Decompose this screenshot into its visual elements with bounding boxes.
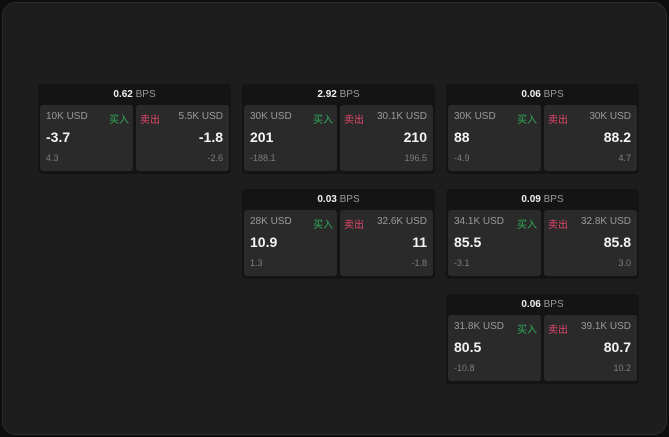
sell-size: 39.1K USD (580, 321, 631, 332)
sell-button[interactable]: 卖出 30K USD 88.2 4.7 (544, 105, 637, 171)
sell-button[interactable]: 卖出 32.8K USD 85.8 3.0 (544, 210, 637, 276)
buy-price: 85.5 (454, 234, 482, 250)
sell-change: 4.7 (618, 153, 631, 163)
sell-change: -2.6 (207, 153, 223, 163)
sell-label: 卖出 (140, 115, 160, 126)
buy-label: 买入 (313, 220, 333, 231)
sell-change: 10.2 (613, 363, 631, 373)
spread-unit: BPS (135, 89, 156, 100)
buy-change: -188.1 (250, 153, 276, 163)
spread-value: 0.06 (521, 299, 541, 310)
buy-size: 30K USD (250, 111, 292, 122)
sell-size: 30.1K USD (376, 111, 427, 122)
sell-size: 5.5K USD (178, 111, 223, 122)
sell-price: 210 (403, 129, 427, 145)
sell-price: -1.8 (198, 129, 223, 145)
spread-value: 0.09 (521, 194, 541, 205)
sell-size: 30K USD (589, 111, 631, 122)
spread-value: 0.03 (317, 194, 337, 205)
quote-card: 0.06 BPS 31.8K USD 买入 80.5 -10.8 卖出 39.1… (446, 294, 639, 384)
buy-price: -3.7 (46, 129, 71, 145)
sell-label: 卖出 (548, 325, 568, 336)
sell-price: 80.7 (603, 339, 631, 355)
buy-button[interactable]: 34.1K USD 买入 85.5 -3.1 (448, 210, 541, 276)
buy-change: -10.8 (454, 363, 475, 373)
sell-size: 32.6K USD (376, 216, 427, 227)
sell-button[interactable]: 卖出 5.5K USD -1.8 -2.6 (136, 105, 229, 171)
buy-label: 买入 (517, 325, 537, 336)
buy-change: -3.1 (454, 258, 470, 268)
spread-unit: BPS (339, 89, 360, 100)
quote-card: 0.62 BPS 10K USD 买入 -3.7 4.3 卖出 5.5K USD… (38, 84, 231, 174)
sell-label: 卖出 (344, 220, 364, 231)
spread-value: 2.92 (317, 89, 337, 100)
buy-label: 买入 (517, 220, 537, 231)
quote-card: 0.09 BPS 34.1K USD 买入 85.5 -3.1 卖出 32.8K… (446, 189, 639, 279)
spread-unit: BPS (543, 194, 564, 205)
buy-size: 30K USD (454, 111, 496, 122)
spread-header: 0.09 BPS (446, 189, 639, 210)
spread-value: 0.06 (521, 89, 541, 100)
buy-label: 买入 (313, 115, 333, 126)
spread-header: 0.03 BPS (242, 189, 435, 210)
sell-button[interactable]: 卖出 32.6K USD 11 -1.8 (340, 210, 433, 276)
sell-change: 3.0 (618, 258, 631, 268)
sell-button[interactable]: 卖出 39.1K USD 80.7 10.2 (544, 315, 637, 381)
sell-price: 85.8 (603, 234, 631, 250)
buy-size: 10K USD (46, 111, 88, 122)
quote-card: 0.03 BPS 28K USD 买入 10.9 1.3 卖出 32.6K US… (242, 189, 435, 279)
spread-header: 0.06 BPS (446, 294, 639, 315)
sell-change: -1.8 (411, 258, 427, 268)
buy-change: 4.3 (46, 153, 59, 163)
buy-price: 80.5 (454, 339, 482, 355)
buy-button[interactable]: 30K USD 买入 201 -188.1 (244, 105, 337, 171)
buy-button[interactable]: 10K USD 买入 -3.7 4.3 (40, 105, 133, 171)
sell-price: 88.2 (603, 129, 631, 145)
buy-label: 买入 (517, 115, 537, 126)
spread-unit: BPS (543, 89, 564, 100)
buy-change: 1.3 (250, 258, 263, 268)
spread-value: 0.62 (113, 89, 133, 100)
spread-unit: BPS (543, 299, 564, 310)
sell-label: 卖出 (548, 220, 568, 231)
buy-size: 28K USD (250, 216, 292, 227)
buy-size: 34.1K USD (454, 216, 505, 227)
sell-label: 卖出 (344, 115, 364, 126)
buy-button[interactable]: 30K USD 买入 88 -4.9 (448, 105, 541, 171)
buy-button[interactable]: 28K USD 买入 10.9 1.3 (244, 210, 337, 276)
buy-change: -4.9 (454, 153, 470, 163)
buy-price: 88 (454, 129, 470, 145)
sell-label: 卖出 (548, 115, 568, 126)
spread-header: 0.06 BPS (446, 84, 639, 105)
sell-size: 32.8K USD (580, 216, 631, 227)
spread-header: 0.62 BPS (38, 84, 231, 105)
spread-header: 2.92 BPS (242, 84, 435, 105)
quote-card: 0.06 BPS 30K USD 买入 88 -4.9 卖出 30K USD 8… (446, 84, 639, 174)
buy-price: 10.9 (250, 234, 278, 250)
buy-button[interactable]: 31.8K USD 买入 80.5 -10.8 (448, 315, 541, 381)
quote-card: 2.92 BPS 30K USD 买入 201 -188.1 卖出 30.1K … (242, 84, 435, 174)
sell-price: 11 (412, 234, 427, 250)
buy-label: 买入 (109, 115, 129, 126)
buy-size: 31.8K USD (454, 321, 505, 332)
sell-change: 196.5 (404, 153, 427, 163)
sell-button[interactable]: 卖出 30.1K USD 210 196.5 (340, 105, 433, 171)
buy-price: 201 (250, 129, 274, 145)
spread-unit: BPS (339, 194, 360, 205)
